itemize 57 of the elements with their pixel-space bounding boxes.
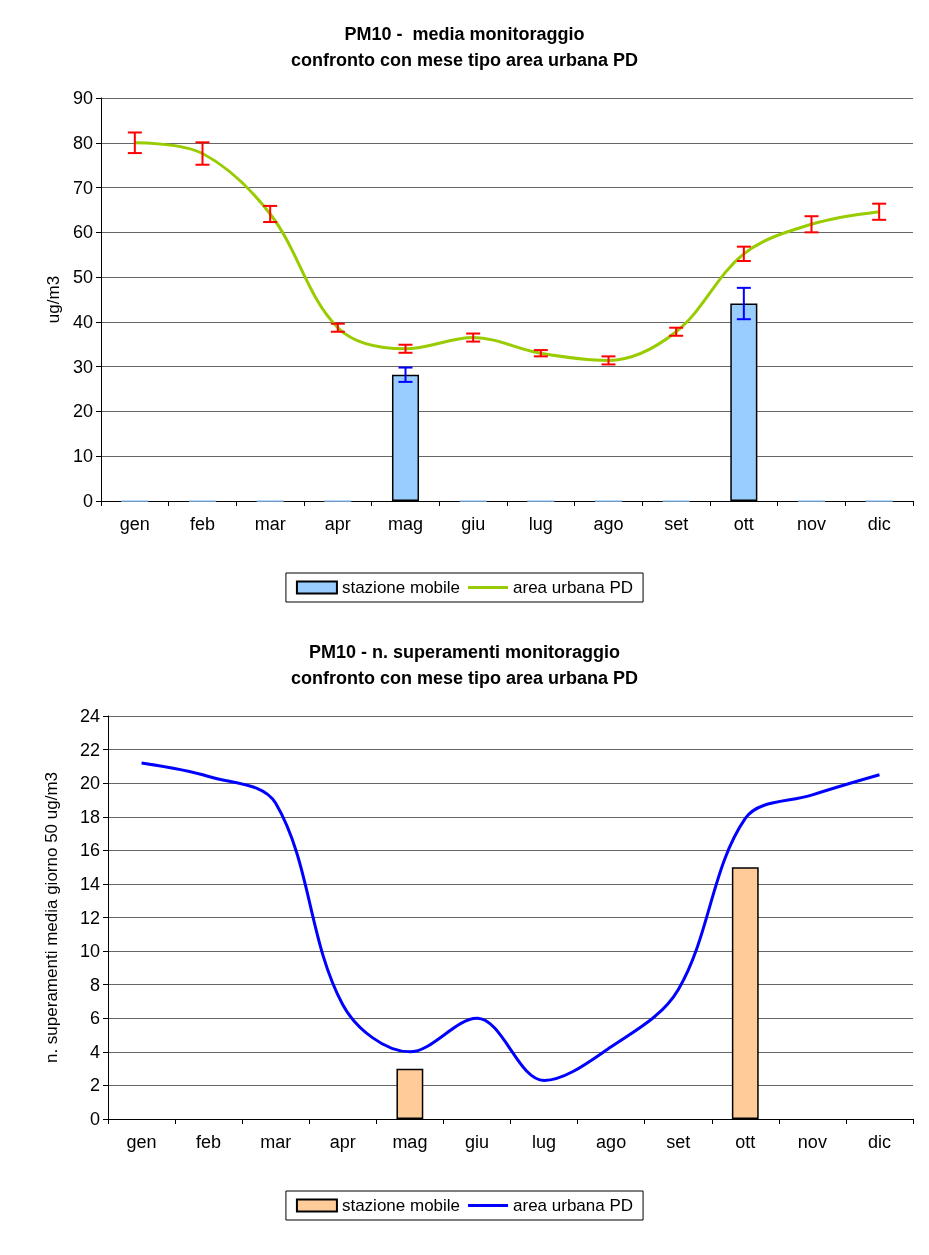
legend-label: stazione mobile [341, 578, 461, 597]
y-tick-label: 18 [79, 806, 100, 827]
y-tick-label: 90 [72, 88, 93, 108]
y-tick-label: 8 [89, 974, 100, 995]
y-tick-label: 16 [79, 840, 100, 861]
y-tick-label: 24 [79, 706, 100, 726]
y-tick-label: 12 [79, 907, 100, 928]
chart-title: PM10 - n. superamenti monitoraggio confronto con mese tipo area urbana PD [290, 642, 639, 688]
x-tick-label: nov [796, 514, 827, 534]
x-tick-label: mag [387, 514, 424, 534]
y-axis-title: ug/m3 [44, 275, 64, 324]
y-tick-label: 80 [72, 132, 93, 153]
x-tick-label: feb [189, 514, 216, 534]
legend-label: area urbana PD [513, 1196, 634, 1215]
y-tick-label: 10 [79, 941, 100, 962]
x-tick-label: mag [392, 1132, 428, 1152]
x-tick-label: ago [596, 1132, 627, 1152]
y-axis-title: n. superamenti media giorno 50 ug/m3 [42, 771, 61, 1064]
y-tick-label: 40 [72, 311, 93, 332]
line-series [140, 761, 881, 1082]
x-tick-label: giu [461, 514, 486, 534]
x-tick-label: apr [324, 514, 351, 534]
y-tick-label: 0 [82, 491, 93, 511]
y-tick-label: 30 [72, 356, 93, 377]
y-tick-label: 20 [72, 401, 93, 422]
y-tick-label: 10 [72, 446, 93, 467]
x-tick-label: apr [329, 1132, 356, 1152]
line-series [133, 141, 881, 362]
y-tick-label: 20 [79, 773, 100, 794]
x-tick-label: feb [196, 1132, 222, 1152]
y-tick-label: 70 [72, 177, 93, 198]
x-tick-label: ott [733, 514, 754, 534]
x-tick-label: mar [254, 514, 286, 534]
x-tick-label: lug [528, 514, 553, 534]
x-tick-label: mar [260, 1132, 292, 1152]
x-tick-label: set [666, 1132, 691, 1152]
chart-title: PM10 - media monitoraggio confronto con mese tipo area urbana PD [290, 24, 639, 70]
legend-label: stazione mobile [341, 1196, 461, 1215]
y-tick-label: 0 [89, 1109, 100, 1129]
y-tick-label: 6 [89, 1008, 100, 1029]
x-tick-label: nov [797, 1132, 827, 1152]
x-tick-label: dic [867, 514, 891, 534]
y-tick-label: 2 [89, 1075, 100, 1096]
legend-label: area urbana PD [513, 578, 634, 597]
x-tick-label: giu [464, 1132, 489, 1152]
x-tick-label: lug [532, 1132, 557, 1152]
y-tick-label: 22 [79, 739, 100, 760]
y-tick-label: 4 [89, 1041, 100, 1062]
x-tick-label: ago [593, 514, 624, 534]
x-tick-label: ott [735, 1132, 756, 1152]
x-tick-label: dic [867, 1132, 891, 1152]
x-tick-label: gen [119, 514, 150, 534]
y-tick-label: 60 [72, 222, 93, 243]
y-tick-label: 14 [79, 873, 100, 894]
x-tick-label: gen [126, 1132, 157, 1152]
x-tick-label: set [664, 514, 689, 534]
y-tick-label: 50 [72, 267, 93, 288]
